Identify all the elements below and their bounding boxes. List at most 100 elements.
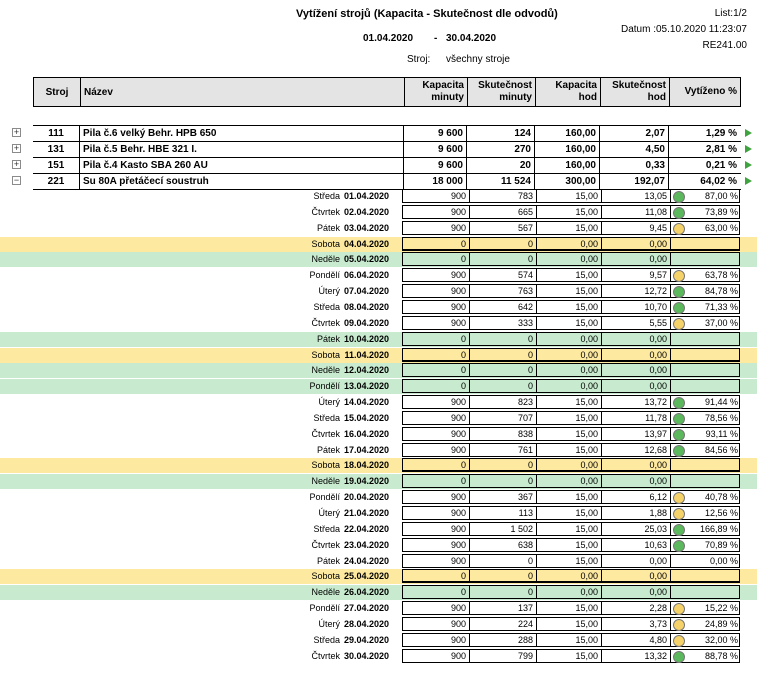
status-indicator-icon [673, 651, 685, 663]
day-values: 0 0 0,00 0,00 [402, 363, 740, 377]
day-pct-cell [670, 238, 741, 251]
status-indicator-icon [673, 302, 685, 314]
day-pct-cell: 166,89 % [670, 523, 741, 536]
day-sku-min: 0 [469, 380, 536, 393]
day-row: Sobota 18.04.2020 0 0 0,00 0,00 [0, 458, 757, 473]
day-pct-cell: 24,89 % [670, 618, 741, 631]
day-date: 05.04.2020 [343, 254, 389, 264]
day-pct: 71,33 % [704, 302, 738, 312]
day-date: 28.04.2020 [343, 619, 389, 629]
day-sku-hod: 9,45 [601, 222, 670, 235]
day-name: Sobota [311, 571, 340, 581]
page-number: List:1/2 [714, 8, 747, 19]
day-kap-hod: 15,00 [536, 269, 601, 282]
day-kap-min: 900 [450, 524, 466, 534]
day-kap-hod: 15,00 [536, 190, 601, 203]
day-kap-hod: 0,00 [536, 475, 601, 488]
day-values: 900 367 15,00 6,12 40,78 % [402, 490, 740, 504]
day-kap-min: 900 [450, 318, 466, 328]
machine-sku-min: 270 [466, 142, 534, 157]
day-sku-min: 333 [469, 317, 536, 330]
day-pct-cell: 15,22 % [670, 602, 741, 615]
status-indicator-icon [673, 540, 685, 552]
collapse-icon[interactable]: − [12, 175, 21, 185]
day-kap-hod: 15,00 [536, 396, 601, 409]
column-label-line: Skutečnost [612, 80, 666, 91]
day-sku-min: 0 [469, 555, 536, 568]
status-indicator-icon [673, 445, 685, 457]
day-pct-cell: 88,78 % [670, 650, 741, 663]
day-kap-min: 900 [450, 286, 466, 296]
day-sku-hod: 0,00 [601, 586, 670, 599]
column-label-line: minuty [499, 92, 532, 103]
day-kap-min: 0 [460, 571, 466, 581]
day-sku-min: 0 [469, 349, 536, 362]
day-name: Pondělí [309, 492, 340, 502]
status-indicator-icon [673, 397, 685, 409]
expand-icon[interactable]: + [12, 127, 21, 137]
day-row: Středa 15.04.2020 900 707 15,00 11,78 78,56 % [0, 411, 757, 426]
day-row: Pondělí 13.04.2020 0 0 0,00 0,00 [0, 379, 757, 394]
day-values: 900 799 15,00 13,32 88,78 % [402, 649, 740, 663]
day-name: Úterý [318, 286, 340, 296]
play-arrow-icon[interactable] [745, 177, 752, 185]
machine-row[interactable]: 111 Pila č.6 velký Behr. HPB 650 9 600 1… [33, 125, 741, 141]
day-kap-hod: 15,00 [536, 602, 601, 615]
day-sku-hod: 0,00 [601, 253, 670, 266]
day-name: Úterý [318, 619, 340, 629]
day-sku-min: 665 [469, 206, 536, 219]
day-sku-hod: 0,00 [601, 349, 670, 362]
status-indicator-icon [673, 207, 685, 219]
day-kap-hod: 15,00 [536, 618, 601, 631]
day-date: 24.04.2020 [343, 556, 389, 566]
day-values: 0 0 0,00 0,00 [402, 252, 740, 266]
machine-kap-hod: 300,00 [534, 174, 599, 189]
play-arrow-icon[interactable] [745, 145, 752, 153]
machine-row[interactable]: 131 Pila č.5 Behr. HBE 321 I. 9 600 270 … [33, 141, 741, 157]
play-arrow-icon[interactable] [745, 161, 752, 169]
day-pct-cell [670, 570, 741, 583]
machine-row[interactable]: 221 Su 80A přetáčecí soustruh 18 000 11 … [33, 173, 741, 190]
day-kap-min: 900 [450, 651, 466, 661]
day-pct-cell: 73,89 % [670, 206, 741, 219]
day-name: Pátek [316, 445, 340, 455]
day-name: Pátek [316, 334, 340, 344]
day-name: Pondělí [309, 603, 340, 613]
day-pct: 24,89 % [704, 619, 738, 629]
machine-id: 151 [47, 160, 65, 171]
day-values: 900 1 502 15,00 25,03 166,89 % [402, 522, 740, 536]
expand-icon[interactable]: + [12, 143, 21, 153]
day-values: 900 761 15,00 12,68 84,56 % [402, 443, 740, 457]
day-sku-hod: 11,78 [601, 412, 670, 425]
day-kap-hod: 0,00 [536, 333, 601, 346]
day-values: 900 333 15,00 5,55 37,00 % [402, 316, 740, 330]
day-name: Středa [313, 302, 340, 312]
day-row: Čtvrtek 30.04.2020 900 799 15,00 13,32 88,78 % [0, 649, 757, 664]
machine-row[interactable]: 151 Pila č.4 Kasto SBA 260 AU 9 600 20 1… [33, 157, 741, 173]
day-sku-min: 0 [469, 475, 536, 488]
day-date: 25.04.2020 [343, 571, 389, 581]
column-kapacita-minuty: Kapacita minuty [404, 78, 467, 106]
day-kap-min: 900 [450, 492, 466, 502]
day-sku-hod: 13,97 [601, 428, 670, 441]
day-pct: 15,22 % [704, 603, 738, 613]
day-sku-min: 838 [469, 428, 536, 441]
day-sku-min: 1 502 [469, 523, 536, 536]
day-sku-hod: 11,08 [601, 206, 670, 219]
machine-pct: 0,21 % [668, 158, 740, 173]
day-pct: 37,00 % [704, 318, 738, 328]
day-date: 10.04.2020 [343, 334, 389, 344]
day-sku-min: 761 [469, 444, 536, 457]
day-values: 900 137 15,00 2,28 15,22 % [402, 601, 740, 615]
day-sku-min: 642 [469, 301, 536, 314]
expand-icon[interactable]: + [12, 159, 21, 169]
day-row: Čtvrtek 23.04.2020 900 638 15,00 10,63 70,89 % [0, 538, 757, 553]
day-sku-hod: 4,80 [601, 634, 670, 647]
print-datetime: Datum :05.10.2020 11:23:07 [620, 24, 747, 35]
play-arrow-icon[interactable] [745, 129, 752, 137]
machine-sku-hod: 4,50 [599, 142, 668, 157]
day-date: 26.04.2020 [343, 587, 389, 597]
column-label-line: Kapacita [422, 80, 464, 91]
day-name: Pondělí [309, 381, 340, 391]
day-kap-min: 900 [450, 429, 466, 439]
